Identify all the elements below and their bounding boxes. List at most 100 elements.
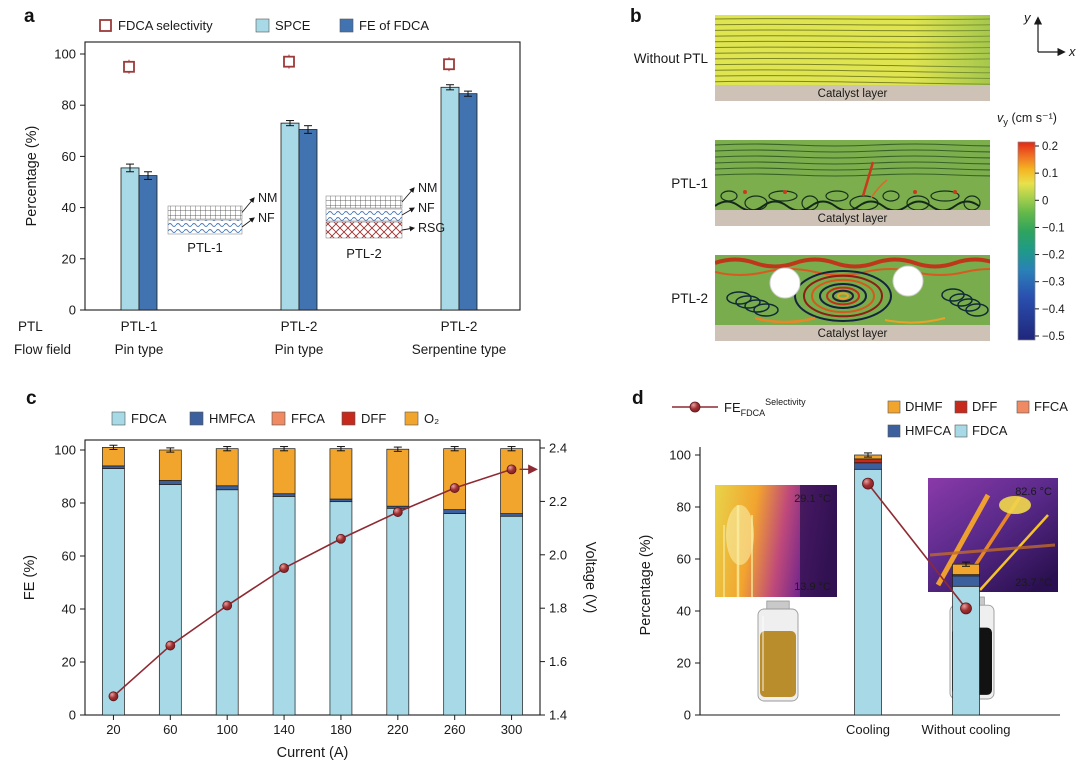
legend-label: O₂ — [424, 411, 439, 426]
stack-segment-O₂ — [272, 448, 296, 495]
selectivity-marker — [862, 477, 874, 490]
y-axis-arrow-label: y — [1023, 10, 1032, 25]
stack-segment-FDCA — [329, 501, 353, 716]
panel-d-chart: 0 20 40 60 80 100 Percentage (%) FEFDCASelectiv… — [638, 397, 1068, 737]
y-tick-label: 40 — [677, 604, 691, 619]
stack-segment-DFF — [854, 458, 882, 464]
panel-d-axes: 0 20 40 60 80 100 Percentage (%) — [638, 447, 1060, 723]
colorbar: 0.2 0.1 0 −0.1 −0.2 −0.3 −0.4 −0.5 vy (cm s⁻¹) — [997, 111, 1065, 343]
fe-tick-label: 80 — [62, 496, 76, 511]
legend-marker-FDCA — [111, 411, 126, 426]
y-tick-label: 0 — [69, 303, 76, 318]
catalyst-layer-strip — [715, 325, 990, 341]
catalyst-layer-caption: Catalyst layer — [818, 213, 888, 225]
inset-layer-NF — [167, 219, 243, 235]
panel-b-label: b — [630, 6, 642, 27]
stack-segment-O₂ — [386, 448, 410, 507]
panel-a-ylabel: Percentage (%) — [24, 126, 40, 227]
inset-layer-NM — [167, 205, 243, 220]
fe-tick-label: 60 — [62, 549, 76, 564]
colorbar-tick-label: −0.5 — [1042, 331, 1065, 343]
selectivity-marker — [960, 602, 972, 615]
ptl-label: PTL-1 — [121, 319, 158, 334]
fe-of-fdca-bar — [138, 175, 158, 311]
voltage-marker — [279, 563, 289, 574]
stack-segment-O₂ — [215, 448, 239, 487]
legend-marker-fe-fdca-selectivity — [689, 401, 701, 413]
colorbar-gradient — [1017, 141, 1036, 341]
stack-segment-HMFCA — [443, 509, 467, 514]
bubble-circle — [892, 265, 924, 297]
voltage-tick-label: 1.8 — [549, 601, 567, 616]
voltage-tick-label: 1.4 — [549, 708, 567, 723]
legend-label: SPCE — [275, 18, 311, 33]
stack-segment-HMFCA — [854, 462, 882, 470]
ptl-label: PTL-2 — [281, 319, 318, 334]
stack-segment-HMFCA — [102, 465, 125, 469]
voltage-tick-label: 2.0 — [549, 547, 567, 562]
stack-segment-HMFCA — [272, 493, 296, 497]
inset-layer-label: NM — [258, 191, 277, 205]
legend-label: FDCA selectivity — [118, 18, 213, 33]
panel-d-insets: 29.1 °C 13.9 °C 82.6 °C 23.7 °C — [715, 478, 1058, 702]
y-tick-label: 80 — [677, 500, 691, 515]
inset-layer-label: RSG — [418, 221, 445, 235]
spce-bar — [440, 86, 460, 311]
colorbar-tick-label: 0.1 — [1042, 168, 1058, 180]
flow-row-name: PTL-2 — [671, 291, 708, 306]
flow-sim-without-ptl — [715, 15, 990, 85]
legend-label-fe-fdca-selectivity: FEFDCASelectivity — [724, 397, 806, 418]
x-tick-label: 100 — [216, 722, 238, 737]
y-tick-label: 100 — [669, 448, 691, 463]
y-tick-label: 100 — [54, 47, 76, 62]
panel-b-simulations: Catalyst layer Without PTL Catalyst layer P… — [634, 10, 1076, 343]
x-tick-label: 20 — [106, 722, 120, 737]
voltage-line — [112, 468, 512, 697]
flow-row-name: Without PTL — [634, 51, 709, 66]
inset-caption: PTL-2 — [346, 246, 381, 261]
legend-marker-DFF — [341, 411, 356, 426]
thermal-temp-top-right: 82.6 °C — [1015, 486, 1052, 498]
colorbar-tick-label: −0.4 — [1042, 304, 1065, 316]
legend-marker-spce — [255, 18, 270, 33]
legend-marker-fe-of-fdca — [339, 18, 354, 33]
y-tick-label: 20 — [62, 251, 76, 266]
x-tick-label: 140 — [273, 722, 295, 737]
x-category-label: Without cooling — [922, 722, 1011, 737]
y-tick-label: 20 — [677, 656, 691, 671]
x-axis-arrow-label: x — [1068, 44, 1076, 59]
catalyst-layer-strip — [715, 85, 990, 101]
stack-segment-O₂ — [329, 448, 353, 500]
fe-tick-label: 0 — [69, 708, 76, 723]
fdca-selectivity-marker — [443, 58, 455, 71]
panel-a-axes: 0 20 40 60 80 100 Percentage (%) — [24, 41, 521, 318]
vial-photo-cooling — [757, 600, 799, 702]
panel-c-legend: FDCA HMFCA FFCA DFF O₂ — [111, 411, 439, 426]
voltage-marker — [108, 691, 119, 702]
fe-of-fdca-bar — [458, 93, 478, 311]
legend-label: HMFCA — [209, 411, 256, 426]
stack-segment-HMFCA — [215, 485, 239, 491]
stack-segment-FDCA — [102, 468, 125, 716]
colorbar-tick-label: −0.3 — [1042, 277, 1065, 289]
panel-c-ylabel-left: FE (%) — [22, 555, 38, 600]
y-tick-label: 40 — [62, 200, 76, 215]
y-tick-label: 60 — [677, 552, 691, 567]
catalyst-layer-strip — [715, 210, 990, 226]
fdca-selectivity-marker — [123, 60, 135, 73]
stack-segment-FDCA — [158, 484, 182, 716]
panel-a-chart: 0 20 40 60 80 100 Percentage (%) FDCA selectivi… — [14, 18, 521, 357]
legend-label: DHMF — [905, 399, 943, 414]
thermal-temp-top-left: 29.1 °C — [794, 493, 831, 505]
legend-label: FFCA — [1034, 399, 1068, 414]
legend-marker-FDCA — [954, 424, 968, 438]
spce-bar — [280, 122, 300, 311]
x-tick-label: 180 — [330, 722, 352, 737]
catalyst-layer-caption: Catalyst layer — [818, 328, 888, 340]
panel-d-bars: Cooling Without cooling — [846, 452, 1011, 737]
x-tick-label: 260 — [444, 722, 466, 737]
voltage-marker — [392, 507, 403, 517]
flow-row-name: PTL-1 — [671, 176, 708, 191]
row-header-flow-field: Flow field — [14, 342, 71, 357]
